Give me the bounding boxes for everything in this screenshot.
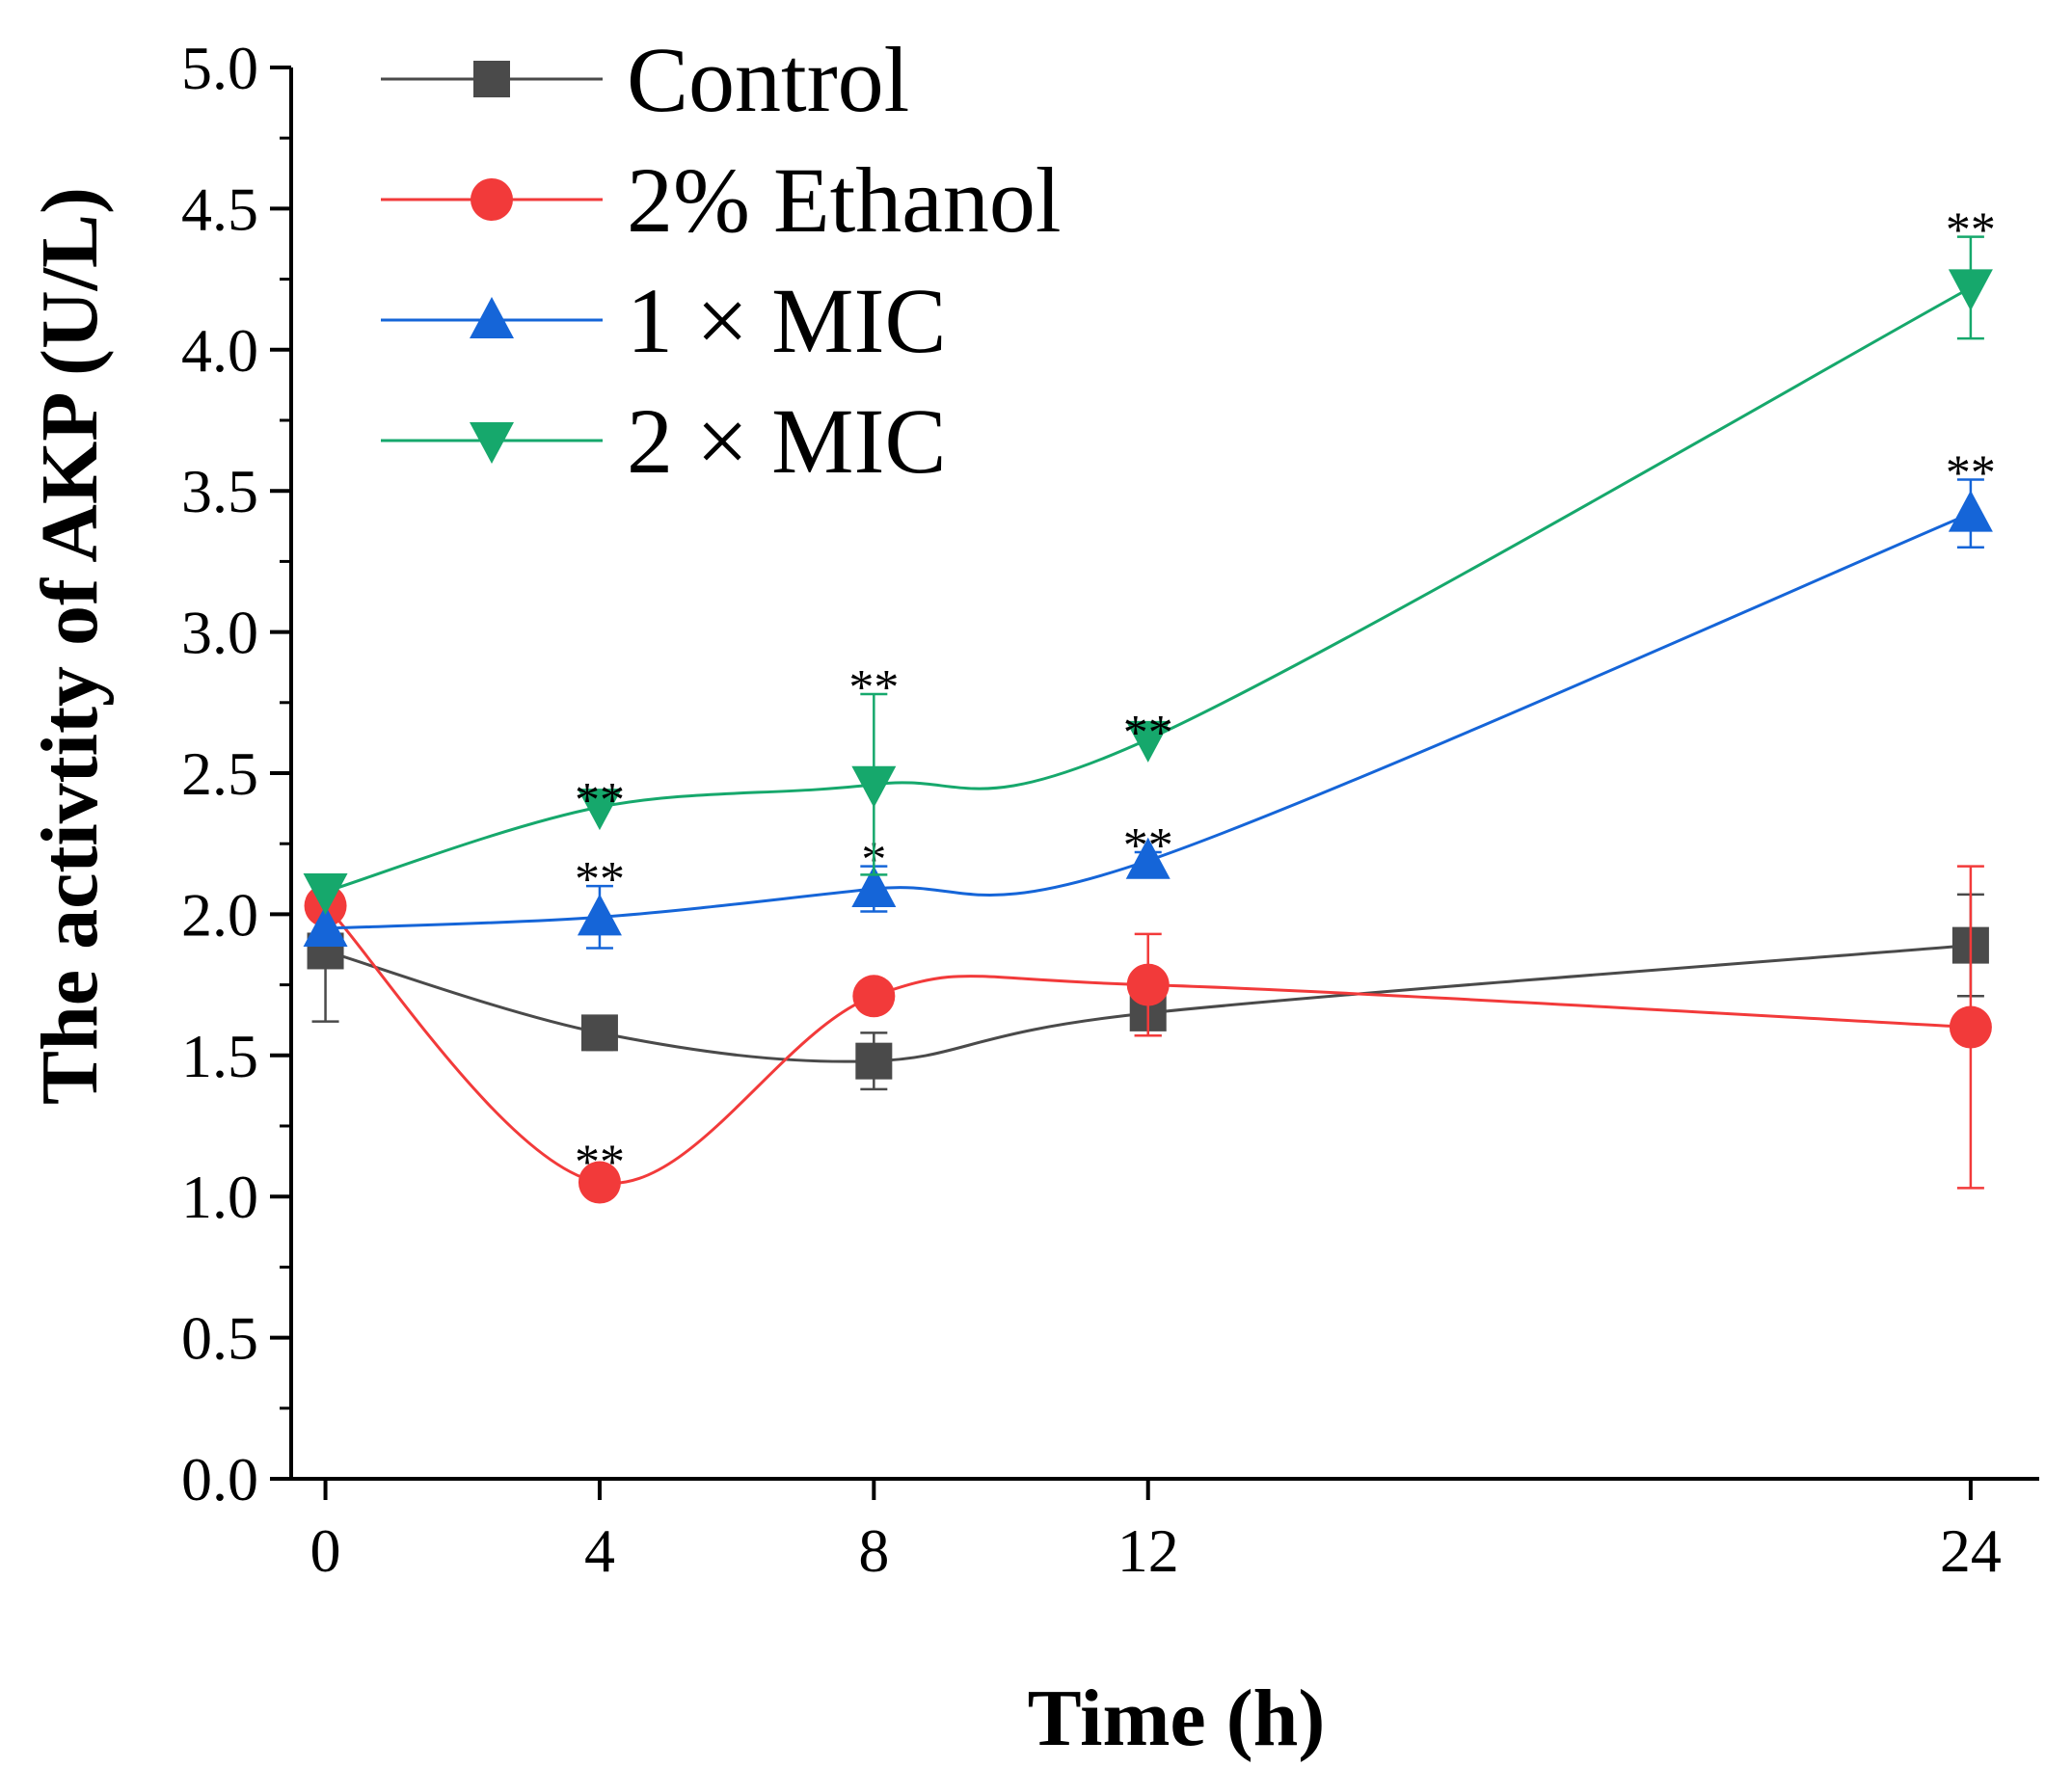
y-tick-label: 3.0	[181, 599, 258, 667]
y-tick-label: 0.0	[181, 1445, 258, 1514]
x-tick-label: 12	[1117, 1516, 1179, 1585]
y-tick-label: 1.0	[181, 1163, 258, 1231]
series-2-ethanol: **	[304, 865, 1992, 1204]
data-point	[303, 872, 348, 915]
x-tick-label: 4	[584, 1516, 615, 1585]
significance-label: **	[575, 1136, 625, 1191]
data-point	[577, 789, 622, 831]
significance-label: **	[1123, 706, 1173, 761]
significance-label: **	[1946, 203, 1996, 258]
data-point	[303, 905, 348, 948]
legend-item: 2 × MIC	[381, 389, 947, 493]
data-point	[1126, 963, 1170, 1006]
legend: Control 2% Ethanol 1 × MIC 2 × MIC	[381, 28, 1062, 493]
y-tick-label: 0.5	[181, 1304, 258, 1373]
data-point	[578, 1161, 621, 1204]
data-point	[580, 1014, 618, 1052]
data-point	[851, 765, 897, 808]
legend-label: 1 × MIC	[627, 269, 947, 372]
legend-label: Control	[627, 28, 909, 131]
significance-label: **	[575, 852, 625, 907]
series-line	[325, 512, 1972, 930]
series-line	[324, 904, 1971, 1186]
y-tick-label: 2.0	[181, 880, 258, 949]
data-point	[1949, 1005, 1992, 1049]
legend-label: 2 × MIC	[627, 389, 947, 493]
x-tick-label: 0	[310, 1516, 341, 1585]
legend-marker	[470, 422, 514, 464]
legend-item: 2% Ethanol	[381, 148, 1062, 252]
significance-label: **	[1123, 818, 1173, 873]
series-1-mic: ** * ****	[303, 445, 1996, 950]
data-point	[855, 1042, 893, 1080]
y-tick-label: 3.5	[181, 457, 258, 525]
legend-marker	[473, 61, 510, 97]
y-tick-label: 2.5	[181, 739, 258, 808]
data-point	[577, 894, 622, 936]
series-layer: **** * ************	[303, 203, 1996, 1204]
y-axis-title: The activtity of AKP (U/L)	[25, 187, 115, 1105]
legend-item: 1 × MIC	[381, 269, 947, 372]
axes-layer: 0.0 0.5 1.0 1.5 2.0 2.5 3.0 3.5 4.0 4.5 5.0 0 4 8 12 24	[181, 34, 2039, 1585]
y-tick-label: 4.5	[181, 174, 258, 243]
y-tick-label: 1.5	[181, 1022, 258, 1090]
legend-marker	[470, 297, 514, 338]
x-axis-title: Time (h)	[1028, 1674, 1326, 1763]
data-point	[1948, 490, 1993, 532]
series-line	[325, 944, 1972, 1063]
data-point	[851, 866, 897, 908]
data-point	[1125, 720, 1171, 763]
data-point	[1125, 837, 1171, 879]
significance-label: **	[1946, 445, 1996, 500]
significance-label: **	[848, 660, 899, 715]
y-tick-label: 5.0	[181, 34, 258, 102]
x-tick-label: 24	[1940, 1516, 2002, 1585]
y-tick-label: 4.0	[181, 316, 258, 385]
legend-label: 2% Ethanol	[627, 148, 1062, 252]
legend-item: Control	[381, 28, 909, 131]
significance-label: **	[575, 773, 625, 828]
data-point	[1948, 269, 1993, 311]
data-point	[852, 975, 896, 1018]
series-line	[325, 286, 1972, 894]
legend-marker	[471, 178, 513, 221]
series-2-mic: ** ** ** **	[303, 203, 1996, 915]
x-tick-label: 8	[858, 1516, 889, 1585]
